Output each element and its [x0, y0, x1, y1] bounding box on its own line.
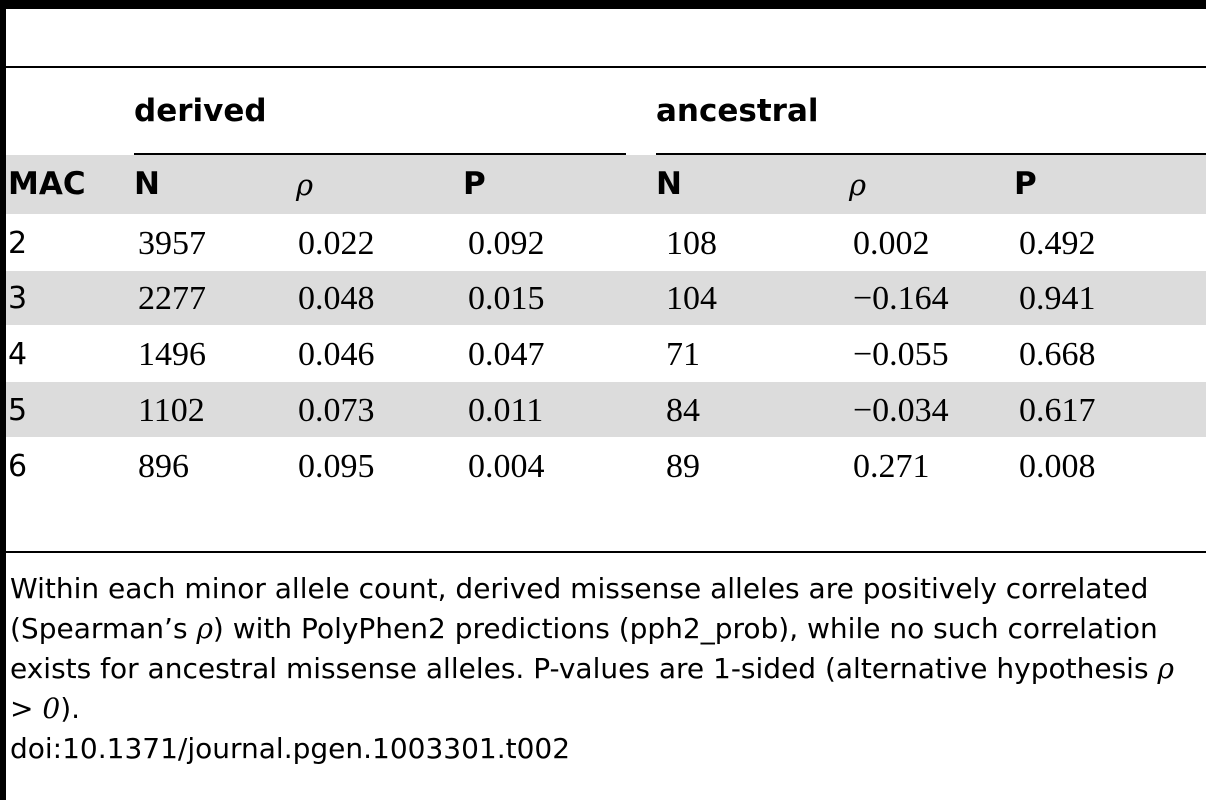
ancestral-group-rule: [656, 153, 1206, 155]
column-header-derived-rho: ρ: [296, 168, 314, 202]
row-shade-3: [6, 271, 1206, 325]
column-header-band: [6, 155, 1206, 214]
table-cell-ancestral-p: 0.668: [1019, 336, 1096, 373]
group-header-derived: derived: [134, 93, 267, 129]
table-cell-ancestral-n: 108: [666, 225, 717, 262]
group-header-ancestral: ancestral: [656, 93, 819, 129]
footnote-text-1: Within each minor allele count, derived …: [10, 572, 1149, 645]
column-header-mac: MAC: [8, 166, 86, 202]
table-cell-ancestral-n: 71: [666, 336, 700, 373]
table-cell-derived-rho: 0.095: [298, 448, 375, 485]
footnote-hypothesis-symbol: ρ > 0: [10, 652, 1174, 725]
column-header-ancestral-rho: ρ: [849, 168, 867, 202]
table-cell-derived-n: 3957: [138, 225, 206, 262]
table-cell-mac: 4: [8, 337, 28, 372]
column-header-derived-p: P: [463, 166, 486, 202]
table-cell-derived-rho: 0.022: [298, 225, 375, 262]
table-cell-ancestral-rho: −0.055: [853, 336, 949, 373]
table-cell-derived-rho: 0.046: [298, 336, 375, 373]
table-cell-derived-rho: 0.048: [298, 280, 375, 317]
table-cell-derived-p: 0.004: [468, 448, 545, 485]
table-cell-derived-rho: 0.073: [298, 392, 375, 429]
table-bottom-rule: [6, 551, 1206, 553]
footnote-text-2: ) with PolyPhen2 predictions (pph2_prob)…: [10, 612, 1158, 685]
table-footnote: Within each minor allele count, derived …: [10, 569, 1200, 769]
footnote-rho-symbol: ρ: [196, 612, 213, 645]
footnote-text-3: ).: [60, 692, 81, 725]
table-cell-mac: 6: [8, 449, 28, 484]
table-cell-ancestral-n: 104: [666, 280, 717, 317]
derived-group-rule: [134, 153, 626, 155]
doi-link[interactable]: doi:10.1371/journal.pgen.1003301.t002: [10, 732, 571, 765]
table-cell-ancestral-rho: 0.271: [853, 448, 930, 485]
table-cell-derived-n: 896: [138, 448, 189, 485]
column-header-ancestral-p: P: [1014, 166, 1037, 202]
row-shade-5: [6, 382, 1206, 437]
table-cell-derived-n: 1102: [138, 392, 205, 429]
table-cell-derived-p: 0.092: [468, 225, 545, 262]
table-cell-derived-p: 0.047: [468, 336, 545, 373]
table-cell-derived-p: 0.011: [468, 392, 544, 429]
table-cell-ancestral-n: 89: [666, 448, 700, 485]
table-cell-derived-p: 0.015: [468, 280, 545, 317]
table-cell-ancestral-p: 0.008: [1019, 448, 1096, 485]
table-cell-ancestral-p: 0.492: [1019, 225, 1096, 262]
table-cell-derived-n: 1496: [138, 336, 206, 373]
table-cell-mac: 3: [8, 281, 28, 316]
table-cell-mac: 2: [8, 226, 28, 261]
header-top-rule: [6, 66, 1206, 68]
table-cell-ancestral-p: 0.941: [1019, 280, 1096, 317]
table-cell-ancestral-rho: −0.034: [853, 392, 949, 429]
table-cell-derived-n: 2277: [138, 280, 206, 317]
column-header-ancestral-n: N: [656, 166, 682, 202]
column-header-derived-n: N: [134, 166, 160, 202]
table-cell-ancestral-rho: 0.002: [853, 225, 930, 262]
table-cell-ancestral-rho: −0.164: [853, 280, 949, 317]
table-cell-ancestral-p: 0.617: [1019, 392, 1096, 429]
table-cell-ancestral-n: 84: [666, 392, 700, 429]
table-cell-mac: 5: [8, 393, 28, 428]
